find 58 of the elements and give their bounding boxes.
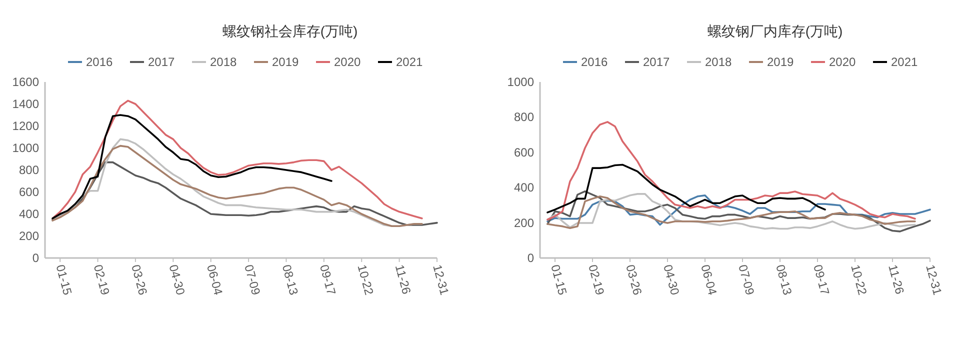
legend-label: 2017 bbox=[148, 55, 176, 69]
x-tick-label: 11-26 bbox=[392, 263, 414, 296]
y-tick-label: 1000 bbox=[12, 141, 40, 155]
legend-label: 2018 bbox=[210, 55, 238, 69]
legend-label: 2018 bbox=[705, 55, 732, 69]
y-tick-label: 1600 bbox=[12, 75, 40, 89]
line-series bbox=[546, 121, 916, 221]
line-series bbox=[52, 100, 423, 220]
x-tick-label: 04-30 bbox=[660, 263, 682, 297]
legend-label: 2016 bbox=[86, 55, 114, 69]
y-tick-label: 0 bbox=[527, 251, 534, 265]
x-tick-label: 02-19 bbox=[90, 263, 112, 297]
legend-label: 2017 bbox=[643, 55, 670, 69]
chart-title: 螺纹钢厂内库存(万吨) bbox=[707, 23, 843, 39]
y-tick-label: 800 bbox=[514, 110, 534, 124]
x-tick-label: 09-17 bbox=[317, 263, 339, 297]
y-tick-label: 1200 bbox=[12, 119, 40, 133]
x-tick-label: 08-13 bbox=[279, 263, 301, 297]
legend-label: 2019 bbox=[767, 55, 794, 69]
x-tick-label: 08-13 bbox=[773, 263, 795, 297]
x-tick-label: 07-09 bbox=[736, 263, 758, 297]
legend-label: 2016 bbox=[581, 55, 608, 69]
x-tick-label: 12-31 bbox=[923, 263, 945, 297]
x-tick-label: 10-22 bbox=[848, 263, 870, 297]
legend-label: 2021 bbox=[396, 55, 424, 69]
y-tick-label: 400 bbox=[514, 180, 534, 195]
x-tick-label: 11-26 bbox=[886, 263, 907, 296]
legend-label: 2020 bbox=[829, 55, 856, 69]
y-tick-label: 800 bbox=[18, 163, 40, 177]
x-tick-label: 01-15 bbox=[548, 263, 570, 297]
line-series bbox=[52, 161, 438, 226]
y-tick-label: 600 bbox=[514, 145, 534, 160]
x-tick-label: 06-04 bbox=[204, 263, 226, 297]
x-tick-label: 04-30 bbox=[166, 263, 188, 297]
y-tick-label: 200 bbox=[18, 229, 40, 243]
x-tick-label: 10-22 bbox=[354, 263, 376, 297]
x-tick-label: 01-15 bbox=[53, 263, 75, 297]
x-tick-label: 03-26 bbox=[623, 263, 645, 297]
y-tick-label: 0 bbox=[32, 251, 40, 265]
x-tick-label: 12-31 bbox=[430, 263, 452, 297]
legend-label: 2021 bbox=[891, 55, 918, 69]
line-series bbox=[546, 190, 931, 232]
x-tick-label: 02-19 bbox=[586, 263, 608, 297]
line-series bbox=[546, 164, 826, 214]
x-tick-label: 03-26 bbox=[128, 263, 150, 297]
chart-title: 螺纹钢社会库存(万吨) bbox=[222, 23, 358, 39]
line-series bbox=[52, 114, 332, 220]
x-tick-label: 07-09 bbox=[242, 263, 264, 297]
y-tick-label: 1400 bbox=[12, 97, 40, 111]
y-tick-label: 400 bbox=[18, 207, 40, 221]
y-tick-label: 1000 bbox=[507, 75, 534, 89]
y-tick-label: 200 bbox=[514, 216, 534, 230]
x-tick-label: 06-04 bbox=[698, 263, 720, 297]
y-tick-label: 600 bbox=[18, 185, 40, 199]
x-tick-label: 09-17 bbox=[810, 263, 832, 297]
legend-label: 2020 bbox=[334, 55, 362, 69]
legend-label: 2019 bbox=[272, 55, 300, 69]
line-series bbox=[546, 194, 931, 226]
